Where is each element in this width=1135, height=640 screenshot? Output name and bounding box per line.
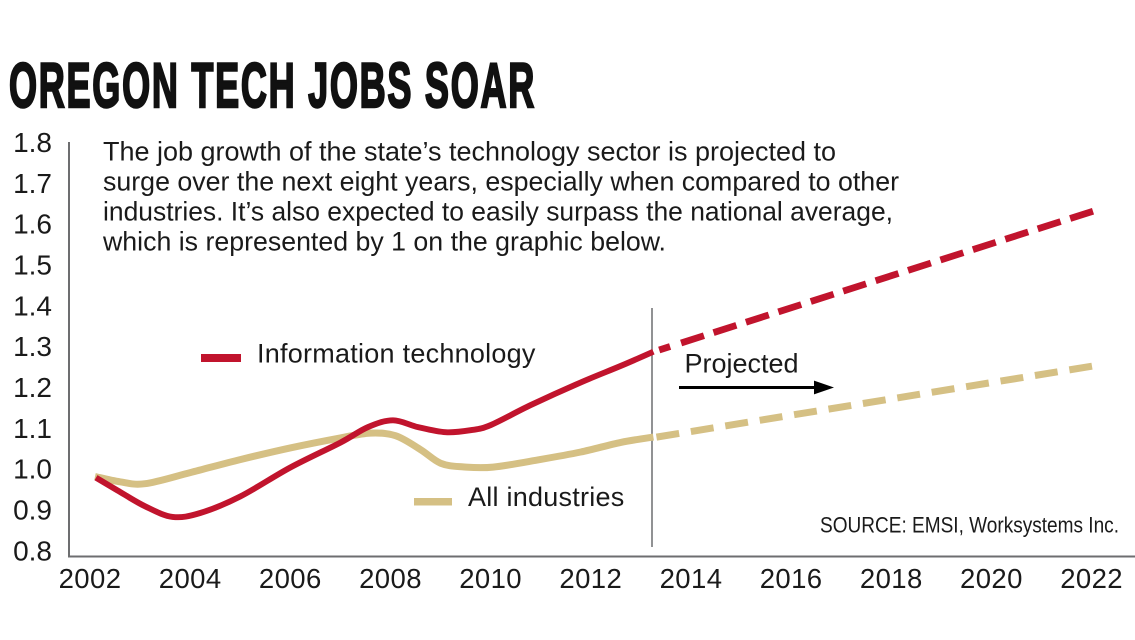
svg-text:OREGON TECH JOBS SOAR: OREGON TECH JOBS SOAR bbox=[9, 51, 536, 121]
svg-text:2002: 2002 bbox=[59, 563, 122, 594]
svg-text:industries. It’s also expected: industries. It’s also expected to easily… bbox=[103, 197, 893, 227]
svg-text:2008: 2008 bbox=[359, 563, 422, 594]
svg-text:0.8: 0.8 bbox=[13, 535, 52, 566]
svg-text:2018: 2018 bbox=[860, 563, 923, 594]
svg-text:SOURCE: EMSI, Worksystems Inc.: SOURCE: EMSI, Worksystems Inc. bbox=[820, 512, 1119, 537]
svg-text:2022: 2022 bbox=[1060, 563, 1123, 594]
svg-text:2014: 2014 bbox=[660, 563, 723, 594]
svg-text:2016: 2016 bbox=[760, 563, 823, 594]
svg-text:1.1: 1.1 bbox=[13, 413, 52, 444]
svg-text:1.7: 1.7 bbox=[13, 168, 52, 199]
svg-text:1.2: 1.2 bbox=[13, 372, 52, 403]
svg-text:1.8: 1.8 bbox=[13, 127, 52, 158]
svg-text:surge over the next eight year: surge over the next eight years, especia… bbox=[103, 167, 899, 197]
svg-text:2004: 2004 bbox=[159, 563, 222, 594]
svg-text:1.0: 1.0 bbox=[13, 454, 52, 485]
svg-text:1.4: 1.4 bbox=[13, 290, 52, 321]
svg-text:2006: 2006 bbox=[259, 563, 322, 594]
svg-text:Information technology: Information technology bbox=[257, 338, 536, 368]
svg-text:2010: 2010 bbox=[459, 563, 522, 594]
svg-text:which is represented by 1 on t: which is represented by 1 on the graphic… bbox=[102, 227, 666, 257]
svg-text:1.5: 1.5 bbox=[13, 250, 52, 281]
svg-text:0.9: 0.9 bbox=[13, 495, 52, 526]
svg-text:2020: 2020 bbox=[960, 563, 1023, 594]
svg-text:1.3: 1.3 bbox=[13, 331, 52, 362]
svg-text:All industries: All industries bbox=[468, 482, 625, 512]
svg-text:Projected: Projected bbox=[685, 349, 799, 379]
svg-text:The job growth of the state’s: The job growth of the state’s technology… bbox=[103, 137, 836, 167]
svg-text:2012: 2012 bbox=[559, 563, 622, 594]
svg-text:1.6: 1.6 bbox=[13, 209, 52, 240]
